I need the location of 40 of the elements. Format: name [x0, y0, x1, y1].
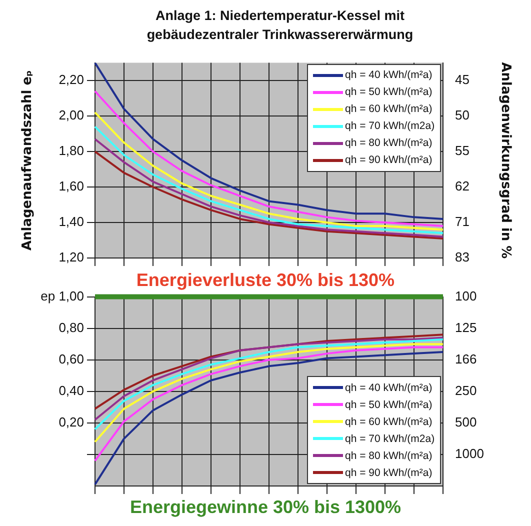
text: 250	[455, 382, 477, 398]
legend-label: qh = 50 kWh/(m²a)	[345, 398, 432, 410]
legend-label: qh = 80 kWh/(m²a)	[345, 450, 432, 462]
legend-label: qh = 80 kWh/(m²a)	[345, 137, 432, 150]
legend-label: qh = 90 kWh/(m²a)	[345, 154, 432, 166]
y-tick-label: 1,20	[58, 250, 84, 265]
text: 166	[455, 351, 477, 366]
legend-label: qh = 70 kWh/(m2a)	[345, 120, 435, 132]
legend-label: qh = 70 kWh/(m2a)	[345, 432, 435, 444]
y-axis-title: Anlagenaufwandszahl eₚ	[20, 70, 36, 251]
legend-label: qh = 40 kWh/(m²a)	[345, 69, 432, 82]
y-tick-label: 0,20	[58, 414, 84, 430]
legend-label: qh = 40 kWh/(m²a)	[345, 382, 432, 394]
legend-label: qh = 90 kWh/(m²a)	[345, 466, 432, 478]
y-tick-label: 0,60	[58, 351, 84, 366]
text: Energiegewinne 30% bis 1300%	[128, 497, 402, 518]
y-tick-label: 2,00	[58, 108, 84, 123]
y-tick-label: 0,40	[58, 382, 84, 398]
legend-label: qh = 60 kWh/(m²a)	[345, 416, 432, 428]
y2-axis-title: Anlagenwirkungsgrad in %	[498, 62, 513, 259]
y-tick-label: 0,80	[58, 320, 84, 335]
text: 100	[455, 288, 477, 304]
legend-label: qh = 50 kWh/(m²a)	[345, 86, 432, 98]
text: 83	[455, 250, 470, 265]
text: 125	[455, 320, 477, 335]
text: 50	[455, 108, 470, 123]
legend-label: qh = 60 kWh/(m²a)	[345, 103, 432, 116]
chart-title: Anlage 1: Niedertemperatur-Kessel mit gebäudezentraler Trinkwassererwärmung	[146, 7, 414, 44]
text: 500	[455, 414, 477, 430]
text: Energieverluste 30% bis 130%	[136, 270, 395, 290]
y-tick-label: ep 1,00	[40, 288, 84, 304]
y-tick-label: 2,20	[58, 72, 84, 88]
text: 55	[455, 143, 470, 158]
text: 62	[455, 178, 470, 194]
text: 71	[455, 214, 470, 230]
text: 1000	[455, 446, 484, 462]
y-tick-label: 1,80	[58, 143, 84, 158]
y-tick-label: 1,60	[58, 178, 84, 194]
y-tick-label: 1,40	[58, 214, 84, 230]
text: 45	[455, 72, 470, 88]
